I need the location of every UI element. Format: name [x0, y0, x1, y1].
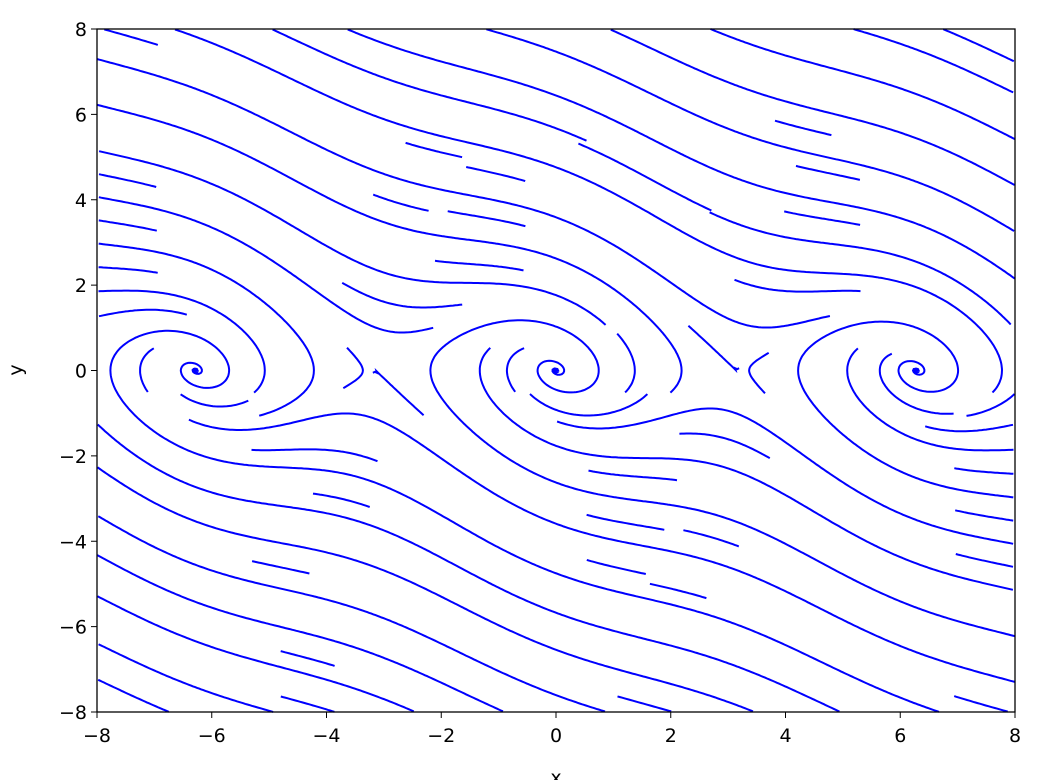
streamline	[98, 196, 434, 334]
streamline	[529, 393, 649, 417]
streamline	[954, 467, 1014, 475]
streamline	[342, 347, 364, 390]
y-ticks: −8 −6 −4 −2 0 2 4 6 8	[59, 19, 97, 724]
streamline	[347, 28, 1016, 280]
streamline	[98, 150, 607, 326]
streamline	[709, 211, 1012, 326]
streamline	[586, 558, 647, 575]
streamline	[748, 351, 770, 394]
x-tick-label: 8	[1009, 725, 1021, 747]
x-tick-label: 4	[779, 725, 791, 747]
streamline	[96, 103, 683, 394]
y-tick-label: 4	[75, 190, 87, 212]
y-tick-label: 2	[75, 275, 87, 297]
streamline	[797, 320, 1014, 499]
streamline	[109, 329, 940, 713]
streamline	[734, 278, 861, 293]
streamline	[96, 466, 754, 713]
streamline	[96, 58, 831, 329]
streamline	[578, 142, 712, 212]
streamline	[687, 325, 740, 374]
streamline	[710, 28, 1016, 141]
streamline	[405, 141, 463, 159]
y-tick-label: −8	[59, 702, 87, 724]
streamline	[341, 281, 463, 309]
streamline	[104, 28, 159, 46]
streamline	[98, 643, 274, 713]
streamline	[610, 28, 1016, 186]
streamline	[465, 166, 526, 183]
streamline	[955, 553, 1014, 568]
streamline	[98, 289, 266, 394]
streamline	[97, 423, 840, 713]
y-tick-label: −2	[59, 446, 87, 468]
y-tick-label: −6	[59, 617, 87, 639]
x-tick-label: −2	[427, 725, 455, 747]
streamline	[372, 193, 429, 212]
streamline	[372, 367, 425, 416]
streamline	[649, 582, 707, 600]
streamline	[942, 28, 1015, 63]
streamline	[98, 266, 158, 274]
streamline	[174, 28, 1004, 394]
streamline	[429, 319, 1016, 638]
streamline	[486, 28, 1015, 232]
y-tick-label: 0	[75, 361, 87, 383]
streamline	[953, 695, 1008, 713]
x-tick-label: 0	[550, 725, 562, 747]
x-tick-label: 6	[894, 725, 906, 747]
streamline	[505, 347, 525, 393]
y-tick-label: 8	[75, 19, 87, 41]
y-tick-label: 6	[75, 104, 87, 126]
streamline	[251, 448, 378, 463]
streamline	[98, 242, 315, 417]
streamline	[683, 529, 740, 548]
streamline	[878, 352, 954, 415]
streamline	[846, 347, 1014, 452]
streamline	[434, 259, 524, 272]
streamline	[98, 308, 188, 318]
streamline	[251, 560, 310, 575]
streamline	[966, 393, 1016, 417]
streamline	[586, 513, 665, 531]
x-tick-label: −4	[312, 725, 340, 747]
streamline	[139, 347, 155, 393]
x-tick-label: −6	[198, 725, 226, 747]
streamline	[853, 28, 1014, 94]
y-tick-label: −4	[59, 531, 87, 553]
streamline	[588, 469, 678, 482]
streamline	[679, 432, 771, 460]
streamline	[97, 515, 606, 713]
streamline	[924, 423, 1014, 433]
streamline	[280, 695, 335, 713]
streamline	[98, 219, 158, 232]
y-axis-label: y	[5, 364, 27, 375]
streamline	[783, 210, 861, 226]
x-tick-label: −8	[83, 725, 111, 747]
streamline	[447, 210, 526, 228]
x-axis-label: x	[550, 767, 561, 780]
streamline	[556, 407, 1014, 545]
streamline	[98, 173, 157, 188]
streamline	[97, 595, 415, 713]
streamline	[96, 554, 504, 713]
streamline	[272, 28, 587, 142]
streamline	[954, 509, 1014, 522]
streamline	[180, 393, 249, 408]
streamline	[774, 119, 832, 137]
streamline	[617, 695, 672, 713]
streamline	[795, 164, 861, 181]
streamlines	[96, 28, 1016, 713]
streamline	[616, 332, 636, 394]
streamline	[280, 650, 335, 667]
streamline	[478, 347, 1014, 591]
x-tick-label: 2	[665, 725, 677, 747]
x-ticks: −8 −6 −4 −2 0 2 4 6 8	[83, 712, 1021, 747]
streamline	[312, 492, 371, 508]
streamline	[188, 412, 1016, 683]
streamline	[97, 678, 170, 713]
